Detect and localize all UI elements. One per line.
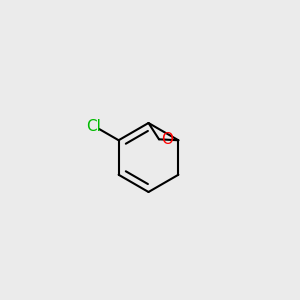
Text: O: O	[161, 132, 173, 147]
Text: Cl: Cl	[86, 119, 101, 134]
